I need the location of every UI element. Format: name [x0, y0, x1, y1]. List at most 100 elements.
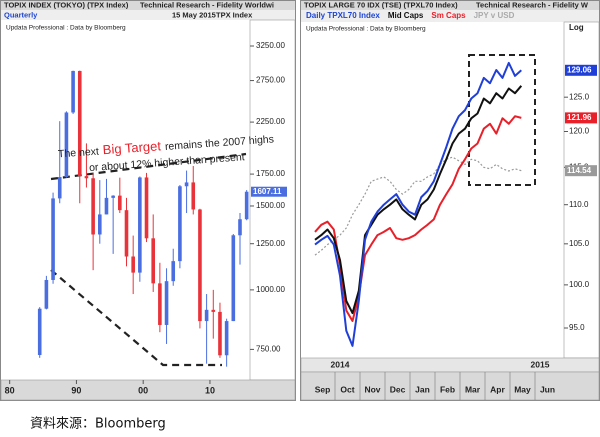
- candle-body: [64, 112, 69, 178]
- end-value-box: [565, 112, 597, 124]
- candle-body: [91, 178, 95, 235]
- right-header-right: Technical Research - Fidelity W: [476, 0, 589, 9]
- x-tick-label: Apr: [490, 384, 505, 394]
- series-line: [314, 61, 522, 347]
- candle-body: [124, 210, 129, 257]
- y-tick-label: 100.0: [569, 280, 590, 289]
- right-panel: [300, 0, 600, 401]
- y-tick-label: 105.0: [569, 239, 590, 248]
- right-legend-bar: [301, 10, 599, 22]
- candle-body: [118, 195, 122, 211]
- last-value-box: [251, 186, 287, 197]
- end-value-label: 129.06: [567, 65, 592, 74]
- x-tick-label: Jan: [415, 384, 430, 394]
- series-line: [314, 85, 523, 315]
- right-credit: Updata Professional : Data by Bloomberg: [306, 26, 426, 33]
- candle-body: [244, 191, 249, 220]
- end-value-label: 114.54: [567, 166, 592, 175]
- x-tick-label: 90: [71, 385, 81, 395]
- candle-body: [84, 176, 89, 179]
- candle-body: [51, 198, 55, 280]
- legend-entry: Sm Caps: [431, 11, 466, 20]
- series-line: [314, 156, 522, 256]
- candle-body: [178, 186, 182, 262]
- left-subheader-bar: [1, 10, 295, 20]
- candle-body: [211, 309, 216, 312]
- last-value-label: 1607.11: [253, 187, 282, 196]
- candle-body: [37, 308, 42, 355]
- legend-entry: Daily TPXL70 Index: [306, 11, 380, 20]
- right-title: TOPIX LARGE 70 IDX (TSE) (TPXL70 Index): [304, 0, 458, 9]
- candle-body: [44, 279, 49, 309]
- series-line: [314, 115, 522, 322]
- y-tick-label: 2750.00: [256, 76, 285, 85]
- year-label: 2014: [331, 359, 350, 369]
- y-tick-label: 125.0: [569, 92, 590, 101]
- candle-body: [131, 256, 135, 273]
- annotation-line-1: The next Big Target remains the 2007 highs: [57, 131, 274, 161]
- x-tick-label: 00: [138, 385, 148, 395]
- y-tick-label: 750.00: [256, 345, 281, 354]
- candle-body: [184, 182, 189, 187]
- end-value-box: [565, 165, 597, 177]
- left-y-axis-strip: [249, 19, 296, 381]
- x-tick-label: 10: [205, 385, 215, 395]
- x-tick-label: Feb: [440, 384, 455, 394]
- y-tick-label: 2250.00: [256, 117, 285, 126]
- end-value-label: 121.96: [567, 113, 592, 122]
- annotation-part: The next: [58, 145, 100, 160]
- end-value-box: [565, 64, 597, 76]
- candle-body: [104, 197, 109, 215]
- candle-body: [158, 283, 162, 325]
- candle-body: [144, 177, 149, 239]
- candle-body: [198, 209, 202, 322]
- source-caption: 資料來源：Bloomberg: [30, 417, 166, 432]
- x-tick-label: Dec: [390, 384, 406, 394]
- y-tick-label: 3250.00: [256, 41, 285, 50]
- annotation-part: Big Target: [102, 139, 162, 158]
- candle-body: [77, 70, 82, 177]
- candle-body: [138, 177, 142, 273]
- left-ticker: TPX Index: [216, 10, 253, 19]
- scale-label: Log: [569, 23, 584, 32]
- y-tick-label: 1500.00: [256, 201, 285, 210]
- x-tick-label: Jun: [540, 384, 555, 394]
- candle-body: [97, 214, 102, 235]
- candle-body: [164, 281, 169, 325]
- left-x-axis-strip: [0, 379, 296, 401]
- left-date: 15 May 2015: [172, 10, 216, 19]
- highlight-box: [468, 54, 536, 186]
- candle-body: [231, 235, 236, 322]
- y-tick-label: 120.0: [569, 127, 590, 136]
- left-period: Quarterly: [4, 10, 38, 19]
- x-tick-label: Sep: [315, 384, 331, 394]
- candle-body: [218, 311, 222, 356]
- candle-body: [238, 219, 242, 236]
- right-y-axis-strip: [563, 21, 600, 359]
- y-tick-label: 1250.00: [256, 239, 285, 248]
- y-tick-label: 110.0: [569, 200, 589, 209]
- x-tick-label: Mar: [465, 384, 481, 394]
- legend-entry: JPY v USD: [474, 11, 515, 20]
- candle-body: [71, 70, 75, 113]
- left-header-bar: [1, 1, 295, 10]
- y-tick-label: 1750.00: [256, 169, 285, 178]
- candle-body: [57, 177, 62, 199]
- x-tick-label: 80: [5, 385, 15, 395]
- candle-body: [171, 261, 176, 282]
- x-tick-label: May: [514, 384, 531, 394]
- lower-trend-line: [50, 269, 222, 367]
- y-tick-label: 1000.00: [256, 285, 285, 294]
- y-tick-label: 95.0: [569, 323, 585, 332]
- legend-entry: Mid Caps: [388, 11, 424, 20]
- right-month-strip: [300, 371, 600, 401]
- candle-body: [111, 195, 115, 198]
- candle-body: [204, 309, 209, 322]
- x-tick-label: Nov: [364, 384, 380, 394]
- upper-trend-line: [50, 152, 247, 181]
- left-title: TOPIX INDEX (TOKYO) (TPX Index): [4, 0, 129, 9]
- candle-body: [191, 182, 196, 210]
- candle-body: [151, 238, 156, 284]
- right-header-bar: [301, 1, 599, 10]
